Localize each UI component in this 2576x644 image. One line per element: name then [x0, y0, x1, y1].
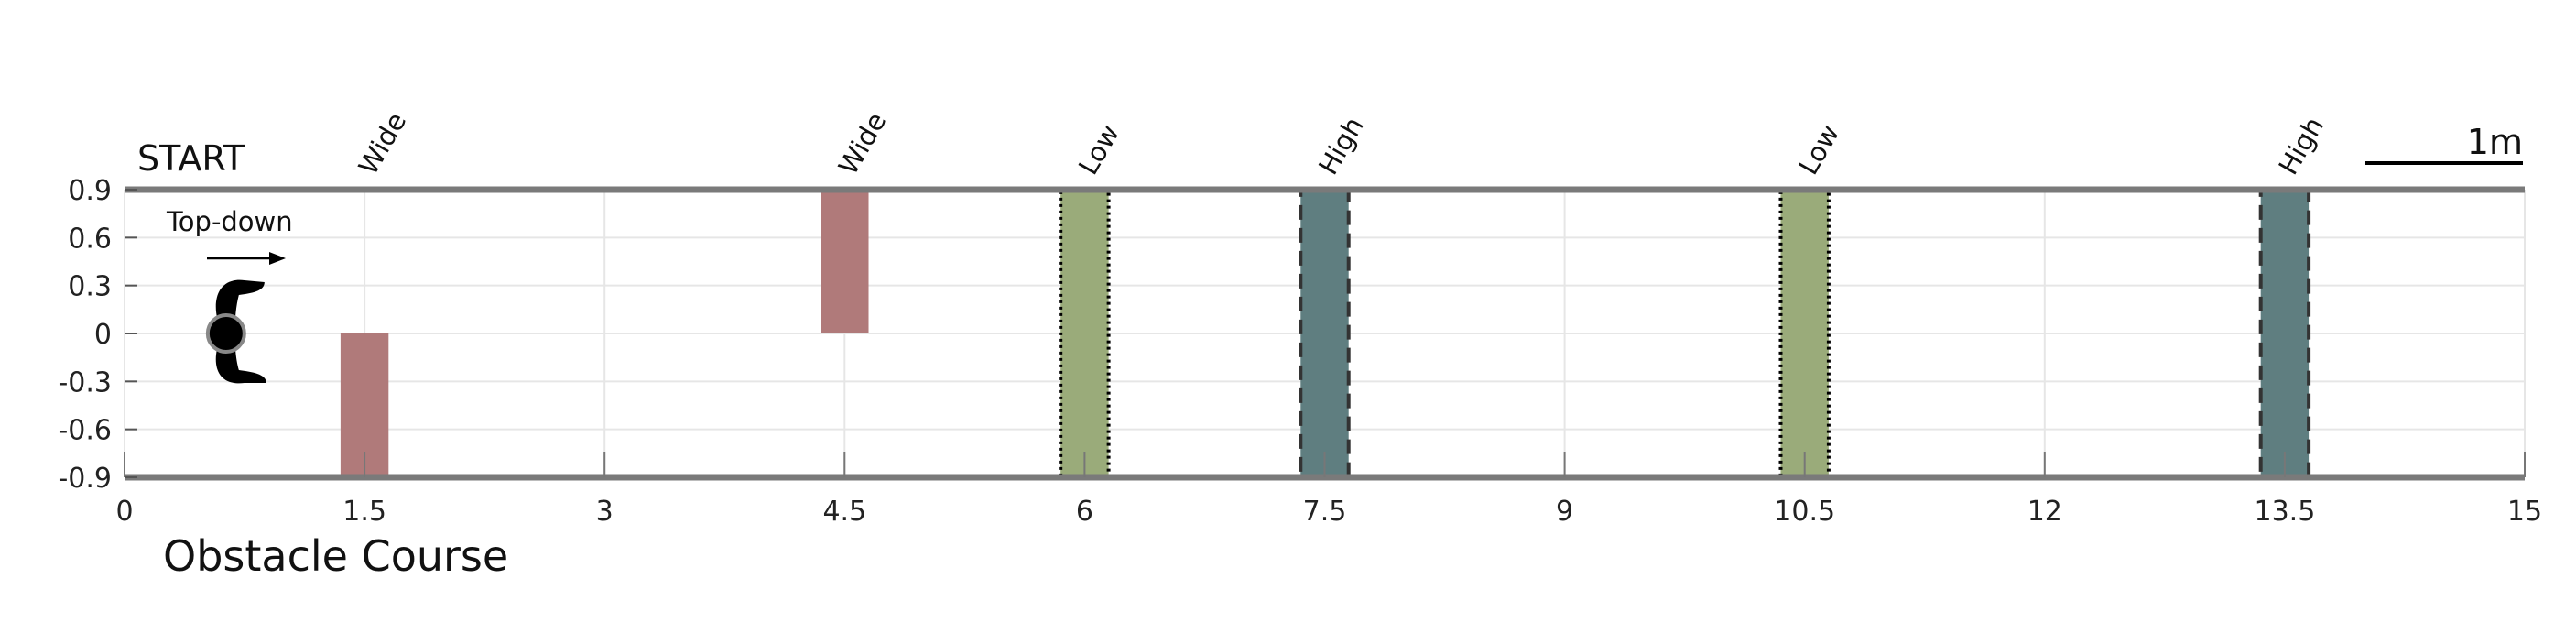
x-tick-label: 3	[596, 496, 614, 528]
start-label: START	[137, 138, 245, 179]
x-tick-label: 12	[2027, 496, 2062, 528]
obstacle-label: High	[2273, 112, 2331, 180]
direction-arrow-icon	[207, 252, 286, 265]
x-tick-label: 1.5	[342, 496, 386, 528]
obstacle-label: Wide	[832, 107, 893, 180]
obstacle-high	[1299, 188, 1351, 479]
y-tick-label: -0.3	[58, 366, 112, 398]
robot-body	[215, 279, 266, 384]
scale-bar: 1m	[2365, 122, 2523, 165]
robot-icon	[205, 279, 266, 384]
scale-bar-label: 1m	[2467, 122, 2523, 162]
x-tick-label: 13.5	[2255, 496, 2316, 528]
obstacle-labels: Wide Wide Low High Low High	[353, 107, 2331, 180]
x-tick-labels: 0 1.5 3 4.5 6 7.5 9 10.5 12 13.5 15	[115, 496, 2542, 528]
obstacle-label: High	[1312, 112, 1370, 180]
x-tick-label: 7.5	[1303, 496, 1347, 528]
x-tick-label: 4.5	[822, 496, 866, 528]
y-tick-labels: 0.9 0.6 0.3 0 -0.3 -0.6 -0.9	[58, 175, 112, 495]
x-tick-label: 9	[1556, 496, 1573, 528]
obstacle-label: Wide	[353, 107, 413, 180]
obstacle-high	[2258, 188, 2311, 479]
y-tick-label: 0.9	[68, 175, 112, 207]
x-tick-label: 0	[115, 496, 133, 528]
x-tick-label: 6	[1076, 496, 1093, 528]
y-tick-label: 0.3	[68, 271, 112, 303]
y-tick-label: -0.6	[58, 415, 112, 447]
x-tick-label: 15	[2507, 496, 2542, 528]
obstacle-label: Low	[1072, 119, 1125, 180]
y-tick-label: 0.6	[68, 223, 112, 255]
axis-ticks	[124, 189, 2526, 478]
y-tick-label: -0.9	[58, 463, 112, 495]
obstacle-low	[1778, 188, 1831, 479]
chart-title: Obstacle Course	[163, 531, 508, 581]
obstacle-label: Low	[1792, 119, 1845, 180]
obstacles	[340, 188, 2311, 479]
obstacle-wide	[821, 190, 869, 333]
top-down-label: Top-down	[166, 206, 293, 237]
robot-head	[205, 313, 246, 354]
obstacle-low	[1059, 188, 1111, 479]
y-tick-label: 0	[94, 319, 112, 351]
x-tick-label: 10.5	[1774, 496, 1835, 528]
